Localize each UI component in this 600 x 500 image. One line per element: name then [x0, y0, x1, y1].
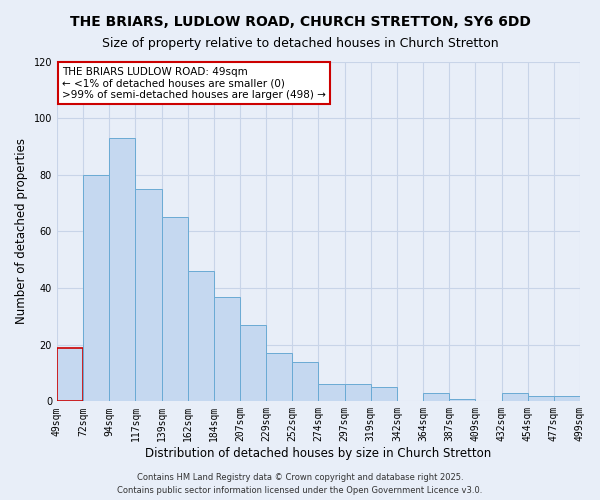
- Bar: [136, 189, 161, 402]
- Y-axis label: Number of detached properties: Number of detached properties: [15, 138, 28, 324]
- Bar: [371, 387, 397, 402]
- Bar: [83, 175, 109, 402]
- X-axis label: Distribution of detached houses by size in Church Stretton: Distribution of detached houses by size …: [145, 447, 491, 460]
- Bar: [319, 384, 344, 402]
- Bar: [344, 384, 371, 402]
- Bar: [57, 348, 83, 402]
- Bar: [449, 398, 475, 402]
- Bar: [502, 393, 527, 402]
- Bar: [554, 396, 580, 402]
- Text: Contains HM Land Registry data © Crown copyright and database right 2025.
Contai: Contains HM Land Registry data © Crown c…: [118, 474, 482, 495]
- Text: Size of property relative to detached houses in Church Stretton: Size of property relative to detached ho…: [101, 38, 499, 51]
- Bar: [109, 138, 136, 402]
- Bar: [214, 296, 240, 402]
- Text: THE BRIARS, LUDLOW ROAD, CHURCH STRETTON, SY6 6DD: THE BRIARS, LUDLOW ROAD, CHURCH STRETTON…: [70, 15, 530, 29]
- Text: THE BRIARS LUDLOW ROAD: 49sqm
← <1% of detached houses are smaller (0)
>99% of s: THE BRIARS LUDLOW ROAD: 49sqm ← <1% of d…: [62, 66, 326, 100]
- Bar: [240, 325, 266, 402]
- Bar: [161, 218, 188, 402]
- Bar: [423, 393, 449, 402]
- Bar: [527, 396, 554, 402]
- Bar: [188, 271, 214, 402]
- Bar: [266, 353, 292, 402]
- Bar: [292, 362, 319, 402]
